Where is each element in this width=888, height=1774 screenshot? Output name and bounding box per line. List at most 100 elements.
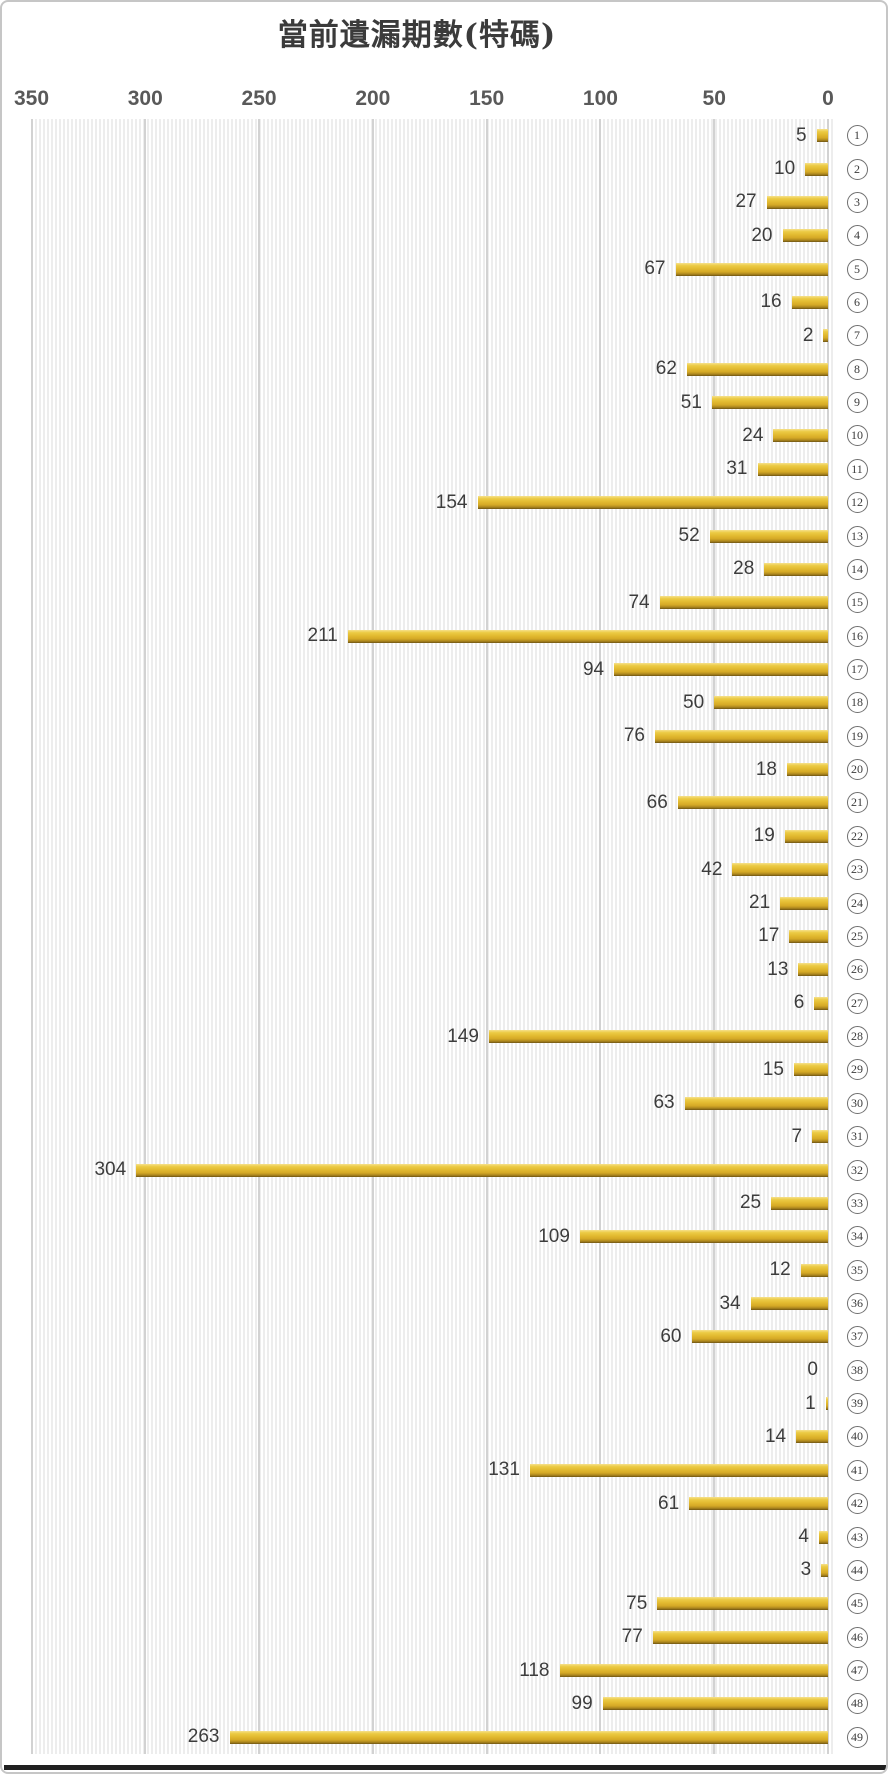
bar-row: 21 24 xyxy=(2,886,886,919)
category-circled-number: 24 xyxy=(846,892,868,914)
bar-value-label: 7 xyxy=(791,1125,803,1147)
bar-value-label: 94 xyxy=(582,658,605,680)
bar xyxy=(764,562,828,576)
bar-value-label: 60 xyxy=(660,1325,682,1347)
bar-value-label: 0 xyxy=(807,1359,818,1381)
gridline xyxy=(713,119,716,1754)
category-circled-number: 45 xyxy=(846,1593,868,1615)
bar-value-label: 61 xyxy=(658,1492,680,1514)
bar-value-label: 14 xyxy=(764,1425,787,1447)
bar-value-label: 31 xyxy=(726,458,748,480)
bar-row: 76 19 xyxy=(2,720,886,753)
category-circled-number: 19 xyxy=(846,725,868,747)
bar-row: 74 15 xyxy=(2,586,886,619)
bar-row: 109 34 xyxy=(2,1220,886,1253)
bar xyxy=(732,863,828,877)
category-circled-number: 34 xyxy=(846,1226,868,1248)
bar-row: 10 2 xyxy=(2,152,886,185)
bar xyxy=(818,1530,828,1544)
category-circled-number: 3 xyxy=(846,191,868,213)
bar-value-label: 18 xyxy=(755,758,777,780)
bar xyxy=(614,663,828,677)
bar xyxy=(812,1130,828,1144)
bar xyxy=(782,229,828,243)
category-circled-number: 28 xyxy=(846,1026,868,1048)
bar-row: 94 17 xyxy=(2,653,886,686)
bar xyxy=(784,829,828,843)
bar-row: 61 42 xyxy=(2,1487,886,1520)
category-circled-number: 23 xyxy=(846,859,868,881)
category-circled-number: 30 xyxy=(846,1092,868,1114)
bar-row: 50 18 xyxy=(2,686,886,719)
bar xyxy=(780,896,828,910)
bar xyxy=(675,262,828,276)
axis-tick-label: 350 xyxy=(13,87,50,110)
category-circled-number: 37 xyxy=(846,1326,868,1348)
category-circled-number: 10 xyxy=(846,425,868,447)
bar xyxy=(750,1297,828,1311)
bar xyxy=(787,763,828,777)
gridline xyxy=(30,119,33,1754)
category-circled-number: 38 xyxy=(846,1359,868,1381)
bar-row: 62 8 xyxy=(2,353,886,386)
bar-row: 154 12 xyxy=(2,486,886,519)
category-circled-number: 17 xyxy=(846,659,868,681)
bar-value-label: 34 xyxy=(719,1292,741,1314)
bar-row: 51 9 xyxy=(2,386,886,419)
bar xyxy=(691,1330,828,1344)
bar-value-label: 77 xyxy=(621,1626,643,1648)
category-circled-number: 48 xyxy=(846,1693,868,1715)
bar-row: 131 41 xyxy=(2,1454,886,1487)
bar xyxy=(689,1497,828,1511)
bar-row: 4 43 xyxy=(2,1520,886,1553)
category-circled-number: 2 xyxy=(846,158,868,180)
axis-tick-label: 300 xyxy=(127,87,163,110)
bar xyxy=(773,429,828,443)
bar xyxy=(791,295,828,309)
bar-value-label: 63 xyxy=(653,1092,675,1114)
category-circled-number: 41 xyxy=(846,1459,868,1481)
bar-value-label: 50 xyxy=(683,691,705,713)
bar-row: 118 47 xyxy=(2,1654,886,1687)
bar-row: 14 40 xyxy=(2,1420,886,1453)
bar-value-label: 211 xyxy=(307,625,338,647)
bar xyxy=(766,195,828,209)
bar-row: 15 29 xyxy=(2,1053,886,1086)
bar-value-label: 5 xyxy=(796,124,807,146)
bottom-divider xyxy=(4,1765,886,1770)
category-circled-number: 5 xyxy=(846,258,868,280)
bar xyxy=(709,529,828,543)
category-circled-number: 35 xyxy=(846,1259,868,1281)
bar-value-label: 109 xyxy=(538,1225,570,1247)
bar xyxy=(800,1263,828,1277)
bar-row: 31 11 xyxy=(2,453,886,486)
bar-row: 25 33 xyxy=(2,1187,886,1220)
bar xyxy=(677,796,828,810)
bar xyxy=(659,596,828,610)
category-circled-number: 47 xyxy=(846,1660,868,1682)
category-circled-number: 26 xyxy=(846,959,868,981)
bar-value-label: 17 xyxy=(758,925,780,947)
bar-value-label: 66 xyxy=(646,791,668,813)
gridline xyxy=(258,119,261,1754)
axis-tick-label: 100 xyxy=(582,87,618,110)
bar-value-label: 16 xyxy=(760,291,782,313)
bar-row: 3 44 xyxy=(2,1554,886,1587)
category-circled-number: 13 xyxy=(846,525,868,547)
bar-value-label: 99 xyxy=(571,1692,593,1714)
bar-row: 304 32 xyxy=(2,1153,886,1186)
bar-row: 19 22 xyxy=(2,820,886,853)
bar xyxy=(798,963,828,977)
category-circled-number: 11 xyxy=(846,458,868,480)
bar xyxy=(821,1563,828,1577)
bar xyxy=(684,1096,828,1110)
bar-row: 6 27 xyxy=(2,987,886,1020)
bar-row: 24 10 xyxy=(2,419,886,452)
bar xyxy=(579,1230,828,1244)
category-circled-number: 12 xyxy=(846,492,868,514)
category-circled-number: 9 xyxy=(846,392,868,414)
bar-value-label: 131 xyxy=(488,1459,520,1481)
value-axis: 350 300 250 200 150 100 50 0 xyxy=(2,84,886,114)
bar-row: 42 23 xyxy=(2,853,886,886)
category-circled-number: 7 xyxy=(846,325,868,347)
